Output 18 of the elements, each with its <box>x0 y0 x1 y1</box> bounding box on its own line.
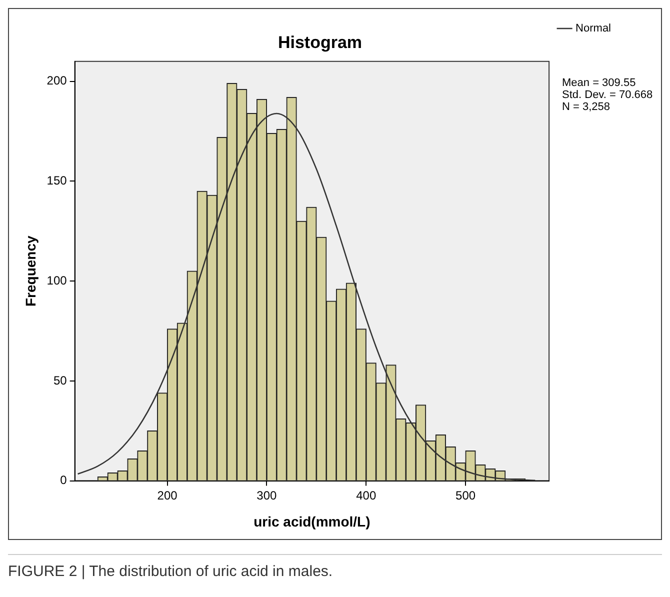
line-series <box>77 112 536 481</box>
y-tick-label: 50 <box>53 373 68 388</box>
x-axis-title: uric acid(mmol/L) <box>254 513 370 530</box>
caption: FIGURE 2 | The distribution of uric acid in males. <box>8 554 662 580</box>
text: Std. Dev. = 70.668 <box>562 89 653 101</box>
x-tick-label: 300 <box>256 488 278 502</box>
chart-title: Histogram <box>278 32 362 52</box>
y-tick-label: 200 <box>46 74 68 88</box>
x-tick-label: 400 <box>356 488 376 502</box>
y-axis-title: Frequency <box>22 235 38 307</box>
y-tick-label: 150 <box>46 174 68 188</box>
x-tick-label: 500 <box>456 488 476 502</box>
y-tick-label: 0 <box>60 473 68 488</box>
text: Mean = 309.55 <box>562 77 637 89</box>
legend-label: Normal <box>576 22 612 35</box>
y-tick-label: 100 <box>46 273 68 288</box>
text: N = 3,258 <box>562 101 612 113</box>
x-tick-label: 200 <box>157 488 178 502</box>
